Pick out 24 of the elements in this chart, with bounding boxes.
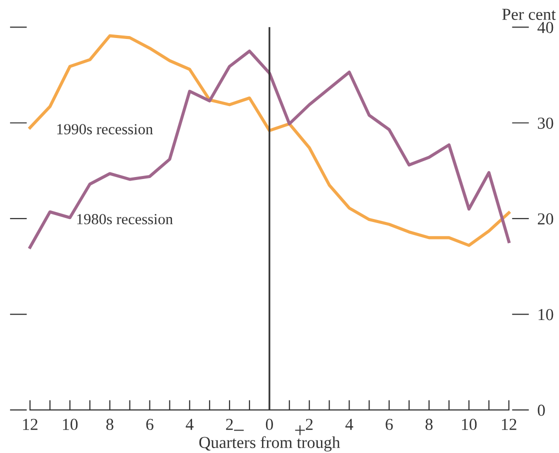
y-tick-label: 30 <box>538 118 554 129</box>
x-tick-label: 0 <box>266 418 273 430</box>
x-tick-label: 8 <box>106 418 114 430</box>
x-axis-title: Quarters from trough <box>199 436 340 452</box>
y-tick-label: 0 <box>538 404 545 416</box>
x-tick-label: 4 <box>186 418 194 430</box>
x-tick-label: 12 <box>23 418 38 430</box>
x-tick-label: 8 <box>426 418 433 430</box>
x-tick-label: 12 <box>502 418 516 430</box>
x-tick-label: 2 <box>306 418 313 430</box>
y-tick-label: 40 <box>537 22 554 34</box>
text: − <box>234 430 244 431</box>
x-tick-label: 2 <box>226 418 233 430</box>
y-tick-label: 20 <box>538 213 554 225</box>
y-tick-label: 10 <box>538 308 554 320</box>
x-tick-label: 6 <box>386 418 393 430</box>
text: + <box>295 425 305 436</box>
series-label: 1980s recession <box>77 214 173 224</box>
x-tick-label: 6 <box>146 418 154 430</box>
series-label: 1990s recession <box>57 124 153 134</box>
x-tick-label: 10 <box>63 418 78 430</box>
x-tick-label: 4 <box>345 418 354 430</box>
x-tick-label: 10 <box>462 418 477 430</box>
y-axis-title: Per cent <box>502 8 556 20</box>
